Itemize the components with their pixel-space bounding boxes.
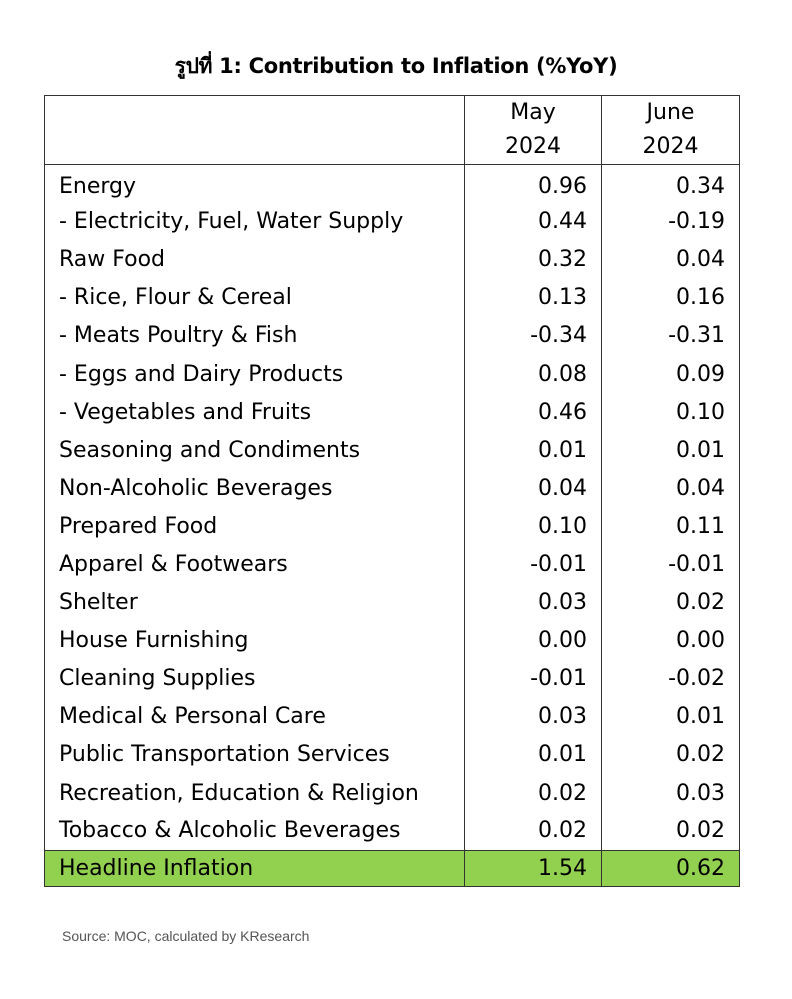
row-may-value: 0.04 [464, 469, 602, 508]
row-may-value: 0.13 [464, 278, 602, 317]
row-label: - Electricity, Fuel, Water Supply [44, 202, 465, 241]
row-june-value: 0.02 [601, 735, 740, 774]
row-label: Medical & Personal Care [44, 697, 465, 736]
table-row: Shelter 0.03 0.02 [44, 583, 740, 622]
row-may-value: -0.01 [464, 659, 602, 698]
row-june-value: 0.02 [601, 812, 740, 851]
table-row: - Vegetables and Fruits 0.46 0.10 [44, 393, 740, 432]
header-may-year: 2024 [505, 134, 561, 159]
row-label: Cleaning Supplies [44, 659, 465, 698]
row-may-value: 0.46 [464, 393, 602, 432]
header-june-year: 2024 [642, 134, 699, 159]
table-title: รูปที่ 1: Contribution to Inflation (%Yo… [174, 54, 618, 78]
source-note: Source: MOC, calculated by KResearch [62, 928, 310, 944]
row-may-value: 0.01 [464, 735, 602, 774]
header-cell-june: June 2024 [601, 95, 740, 165]
total-label: Headline Inflation [44, 849, 465, 887]
header-cell-label [44, 95, 465, 165]
row-label: Shelter [44, 583, 465, 622]
table-row: - Eggs and Dairy Products 0.08 0.09 [44, 354, 740, 394]
row-label: - Eggs and Dairy Products [44, 354, 465, 394]
row-may-value: 0.08 [464, 354, 602, 394]
row-june-value: -0.01 [601, 545, 740, 584]
row-may-value: -0.34 [464, 316, 602, 355]
total-may-value: 1.54 [464, 849, 602, 887]
table-row: Non-Alcoholic Beverages 0.04 0.04 [44, 469, 740, 508]
row-june-value: 0.16 [601, 278, 740, 317]
row-june-value: 0.01 [601, 431, 740, 470]
table-row: Prepared Food 0.10 0.11 [44, 507, 740, 546]
row-label: Raw Food [44, 240, 465, 279]
row-label: Seasoning and Condiments [44, 431, 465, 470]
table-row: Tobacco & Alcoholic Beverages 0.02 0.02 [44, 812, 740, 851]
table-row: Energy 0.96 0.34 [44, 164, 740, 203]
row-june-value: 0.34 [601, 164, 740, 203]
row-label: Energy [44, 164, 465, 203]
table-row: Raw Food 0.32 0.04 [44, 240, 740, 279]
total-june-value: 0.62 [601, 849, 740, 887]
row-june-value: -0.19 [601, 202, 740, 241]
table-row: Medical & Personal Care 0.03 0.01 [44, 697, 740, 736]
row-june-value: 0.11 [601, 507, 740, 546]
row-may-value: 0.10 [464, 507, 602, 546]
row-label: Public Transportation Services [44, 735, 465, 774]
row-may-value: 0.01 [464, 431, 602, 470]
header-may-month: May [510, 100, 556, 125]
row-may-value: 0.96 [464, 164, 602, 203]
table-row: - Meats Poultry & Fish -0.34 -0.31 [44, 316, 740, 355]
row-june-value: 0.04 [601, 240, 740, 279]
row-may-value: 0.32 [464, 240, 602, 279]
header-june-month: June [646, 100, 695, 125]
row-june-value: 0.10 [601, 393, 740, 432]
row-june-value: 0.00 [601, 621, 740, 660]
row-label: Prepared Food [44, 507, 465, 546]
row-june-value: 0.03 [601, 774, 740, 813]
table-row: Cleaning Supplies -0.01 -0.02 [44, 659, 740, 698]
table-row: Public Transportation Services 0.01 0.02 [44, 735, 740, 774]
row-label: - Vegetables and Fruits [44, 393, 465, 432]
row-june-value: 0.02 [601, 583, 740, 622]
row-may-value: 0.44 [464, 202, 602, 241]
row-label: Apparel & Footwears [44, 545, 465, 584]
row-june-value: 0.09 [601, 354, 740, 394]
table-body: Energy 0.96 0.34- Electricity, Fuel, Water… [44, 164, 740, 851]
row-label: Recreation, Education & Religion [44, 774, 465, 813]
table-row: Seasoning and Condiments 0.01 0.01 [44, 431, 740, 470]
row-june-value: -0.31 [601, 316, 740, 355]
row-may-value: 0.03 [464, 583, 602, 622]
header-cell-may: May 2024 [464, 95, 602, 165]
row-june-value: 0.04 [601, 469, 740, 508]
table-row: House Furnishing 0.00 0.00 [44, 621, 740, 660]
inflation-contribution-table: May 2024 June 2024 Energy 0.96 0.34- Elect… [44, 95, 740, 887]
row-may-value: -0.01 [464, 545, 602, 584]
headline-inflation-row: Headline Inflation 1.54 0.62 [44, 849, 740, 887]
row-june-value: 0.01 [601, 697, 740, 736]
table-row: - Rice, Flour & Cereal 0.13 0.16 [44, 278, 740, 317]
row-may-value: 0.02 [464, 812, 602, 851]
row-label: - Rice, Flour & Cereal [44, 278, 465, 317]
header-row: May 2024 June 2024 [44, 95, 740, 165]
row-may-value: 0.00 [464, 621, 602, 660]
row-may-value: 0.02 [464, 774, 602, 813]
table-row: - Electricity, Fuel, Water Supply 0.44 -0.… [44, 202, 740, 241]
row-label: - Meats Poultry & Fish [44, 316, 465, 355]
row-june-value: -0.02 [601, 659, 740, 698]
row-label: House Furnishing [44, 621, 465, 660]
row-may-value: 0.03 [464, 697, 602, 736]
table-row: Apparel & Footwears -0.01 -0.01 [44, 545, 740, 584]
row-label: Non-Alcoholic Beverages [44, 469, 465, 508]
row-label: Tobacco & Alcoholic Beverages [44, 812, 465, 851]
table-row: Recreation, Education & Religion 0.02 0.03 [44, 774, 740, 813]
